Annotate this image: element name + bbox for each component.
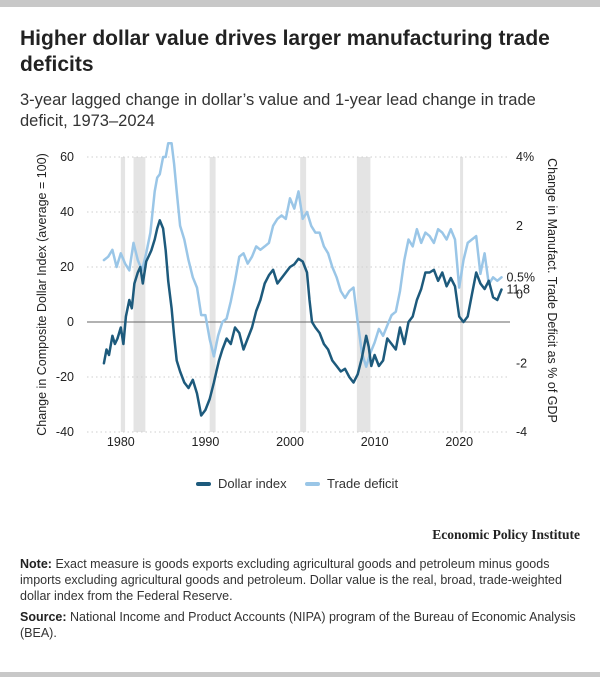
note-label: Note:	[20, 557, 52, 571]
legend-item-trade-deficit: Trade deficit	[305, 476, 398, 491]
y2-tick-label: -4	[516, 425, 527, 439]
trade-deficit-end-label: 0.5%	[507, 270, 536, 284]
y-tick-label: 20	[60, 260, 74, 274]
y2-tick-label: 0	[516, 288, 523, 302]
note-text: Exact measure is goods exports excluding…	[20, 557, 562, 603]
y-tick-label: 40	[60, 205, 74, 219]
legend-label-trade-deficit: Trade deficit	[327, 476, 399, 491]
y-axis-right: -4 -2 0 2 4%	[516, 150, 534, 439]
recession-band	[209, 157, 216, 432]
recession-band	[133, 157, 146, 432]
recession-band	[300, 157, 307, 432]
y-axis-right-label: Change in Manufact. Trade Deficit as % o…	[545, 158, 559, 423]
series-dollar-index-line	[102, 219, 503, 417]
gridlines	[87, 156, 510, 433]
note-paragraph: Note: Exact measure is goods exports exc…	[20, 556, 586, 604]
legend-swatch-dollar-index	[196, 481, 211, 486]
top-rule	[0, 0, 600, 7]
y-tick-label: 60	[60, 150, 74, 164]
source-paragraph: Source: National Income and Product Acco…	[20, 609, 586, 641]
chart-subtitle: 3-year lagged change in dollar’s value a…	[20, 91, 536, 130]
source-label: Source:	[20, 610, 67, 624]
y-tick-label: -40	[56, 425, 74, 439]
x-tick-label: 2010	[361, 435, 389, 449]
y2-tick-label: -2	[516, 356, 527, 370]
bottom-rule	[0, 672, 600, 677]
legend: Dollar index Trade deficit	[0, 476, 600, 496]
brand-name: Economic Policy Institute	[432, 527, 580, 542]
notes: Note: Exact measure is goods exports exc…	[20, 556, 586, 646]
x-tick-label: 1980	[107, 435, 135, 449]
x-tick-label: 2020	[445, 435, 473, 449]
x-tick-label: 2000	[276, 435, 304, 449]
legend-item-dollar-index: Dollar index	[196, 476, 287, 491]
y-axis-left-label: Change in Composite Dollar Index (averag…	[35, 153, 49, 435]
recession-band	[120, 157, 126, 432]
chart-title: Higher dollar value drives larger manufa…	[20, 27, 550, 76]
series-trade-deficit-line	[102, 142, 503, 368]
y-axis-left: -40 -20 0 20 40 60	[56, 150, 74, 439]
recession-band	[356, 157, 371, 432]
recession-band	[460, 157, 464, 432]
legend-swatch-trade-deficit	[305, 481, 320, 486]
source-text: National Income and Product Accounts (NI…	[20, 610, 576, 640]
y2-tick-label: 2	[516, 219, 523, 233]
legend-label-dollar-index: Dollar index	[218, 476, 287, 491]
x-tick-label: 1990	[192, 435, 220, 449]
y-tick-label: 0	[67, 315, 74, 329]
y-tick-label: -20	[56, 370, 74, 384]
x-axis: 1980 1990 2000 2010 2020	[107, 435, 473, 449]
y2-tick-label: 4%	[516, 150, 534, 164]
recession-shading	[120, 157, 464, 432]
dollar-index-end-label: 11.8	[507, 283, 530, 297]
